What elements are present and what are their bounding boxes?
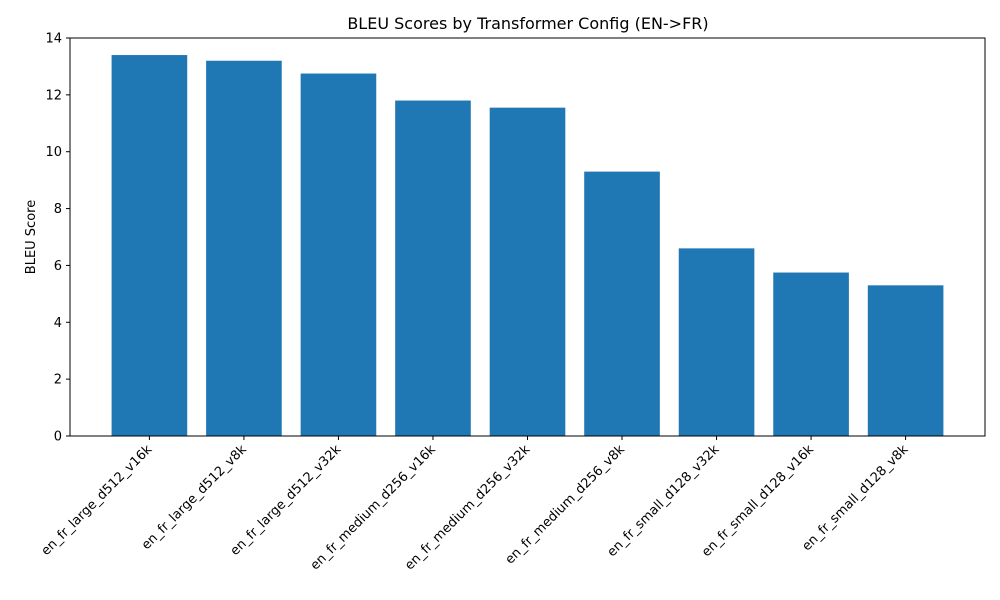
chart-title: BLEU Scores by Transformer Config (EN->F…	[347, 14, 708, 33]
bar-en_fr_small_d128_v16k	[773, 272, 849, 436]
y-tick-label: 6	[54, 259, 62, 274]
y-tick-label: 0	[54, 430, 62, 445]
y-tick-label: 4	[54, 316, 62, 331]
bar-en_fr_small_d128_v32k	[678, 248, 755, 436]
bar-en_fr_large_d512_v8k	[206, 60, 282, 436]
bar-en_fr_large_d512_v32k	[300, 73, 377, 437]
y-axis-ticks: 0 2 4 6 8 10 12 14	[45, 32, 70, 445]
y-axis-label: BLEU Score	[24, 200, 39, 274]
bars-group	[111, 55, 944, 437]
bar-en_fr_medium_d256_v16k	[395, 100, 471, 437]
plot-frame	[69, 37, 986, 437]
y-tick-label: 10	[45, 145, 62, 160]
bar-en_fr_large_d512_v16k	[111, 55, 188, 437]
y-tick-label: 14	[45, 32, 62, 47]
y-tick-label: 12	[45, 88, 62, 103]
y-tick-label: 8	[54, 202, 62, 217]
y-tick-label: 2	[54, 373, 62, 388]
bar-en_fr_small_d128_v8k	[867, 285, 944, 436]
bar-en_fr_medium_d256_v8k	[584, 171, 660, 436]
bar-en_fr_medium_d256_v32k	[489, 107, 566, 437]
